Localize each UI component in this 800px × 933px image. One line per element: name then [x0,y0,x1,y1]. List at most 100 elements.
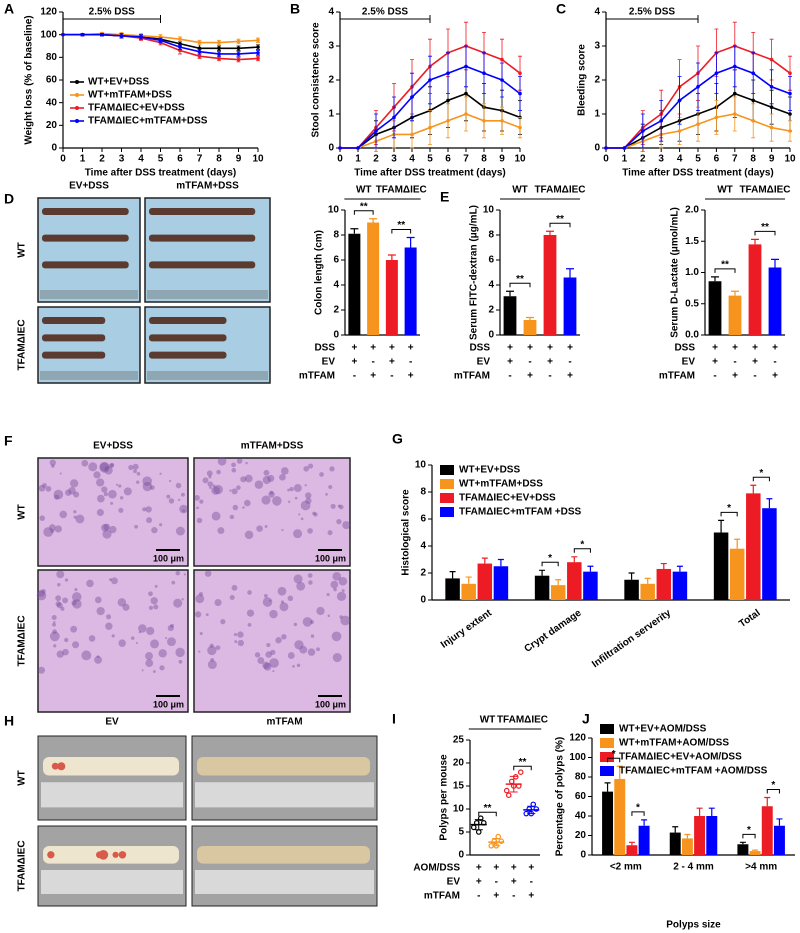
photo-texture [305,497,312,504]
condition-sign: - [512,891,515,902]
error-bar [771,258,779,268]
y-tick-label: 20 [46,120,58,131]
photo-texture [134,524,139,529]
photo-texture [244,474,253,483]
error-bar [734,538,741,549]
photo-texture [159,523,163,527]
bar [728,295,742,335]
x-tick-label: 3 [658,154,664,165]
scale-label: 100 μm [153,553,184,563]
condition-sign: + [772,343,778,354]
condition-sign: - [548,371,551,382]
photo-texture [142,481,153,492]
point [446,119,450,123]
photo-texture [36,590,47,601]
y-tick-label: 120 [40,7,57,18]
photo-texture [148,591,153,597]
y-tick-label: 6 [488,255,494,266]
point [178,45,182,49]
significance-label: ** [397,220,405,231]
bar [461,583,476,600]
photo-texture [152,670,156,673]
point [256,56,260,61]
photo-texture [236,458,243,464]
point [500,57,504,62]
column-header: EV+DSS [93,441,133,452]
photo-colon [149,234,256,242]
photo-texture [325,493,328,496]
photo-texture [231,584,238,591]
photo-texture [72,599,82,609]
x-axis-label: Polyps size [666,920,721,931]
photo-texture [337,504,341,508]
y-tick-label: 15 [453,781,465,792]
x-tick-label: 9 [499,154,505,165]
significance-label: * [727,503,731,514]
photo-texture [305,492,312,499]
photo-colon [149,317,227,324]
photo-texture [330,503,336,509]
legend-marker [75,106,79,110]
point [236,57,241,62]
photo-colon [42,351,106,359]
photo-texture [93,471,101,479]
photo-texture [327,614,331,618]
x-tick-label: 10 [784,154,796,165]
point [197,49,202,54]
significance-label: ** [519,757,527,768]
photo-texture [168,479,172,483]
condition-sign: + [547,343,553,354]
photo-texture [53,489,64,500]
condition-sign: + [389,357,395,368]
bar [624,579,639,600]
photo-texture [254,652,261,658]
column-header: EV+DSS [69,181,109,192]
photo-texture [336,519,342,525]
photo-texture [109,578,113,582]
significance-bracket [752,476,770,482]
error-bar [369,218,378,223]
point [217,56,221,61]
error-bar [406,236,415,248]
bar [477,563,493,600]
photo-texture [262,475,271,485]
photo-texture [45,486,52,492]
photo-colon [149,261,256,269]
photo-texture [74,587,78,592]
photo-texture [102,529,112,539]
bar [694,816,706,855]
condition-sign: + [507,357,513,368]
photo-texture [115,483,119,486]
bar [672,571,688,600]
condition-sign: - [409,357,412,368]
point [374,129,378,133]
y-axis-label: Bleeding score [577,44,588,116]
bar [681,838,693,855]
point [733,91,737,96]
point [482,119,486,123]
scale-label: 100 μm [315,553,346,563]
photo-texture [329,466,335,472]
photo-polyp [112,851,119,858]
error-bar [676,565,683,572]
photo-texture [209,643,214,648]
photo-texture [194,494,200,501]
photo-texture [310,620,314,624]
photo-texture [326,592,330,597]
photo-texture [55,595,62,602]
error-bar [539,569,546,576]
condition-sign: + [752,343,758,354]
condition-sign: + [408,371,414,382]
photo-texture [145,652,154,661]
error-bar [731,290,739,296]
legend-label: TFAMΔIEC+mTFAM +AOM/DSS [619,766,768,777]
photo-texture [265,651,272,658]
photo-texture [199,631,203,636]
error-bar [587,565,594,572]
condition-sign: + [493,863,499,874]
photo-texture [109,525,117,534]
y-tick-label: 2 [328,75,334,86]
photo-texture [48,524,56,531]
photo-ruler [195,782,374,808]
column-header: mTFAM [266,717,302,728]
